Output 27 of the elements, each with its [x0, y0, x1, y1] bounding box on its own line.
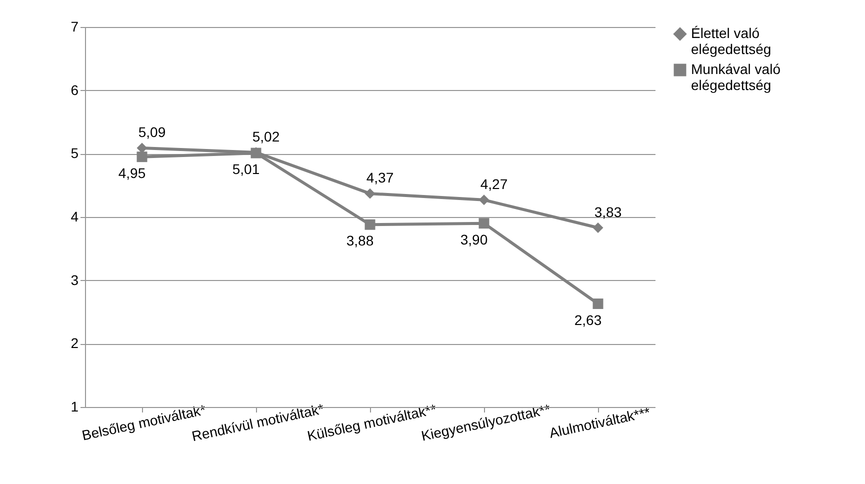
point: [136, 142, 148, 154]
data-label: 3,88: [346, 232, 374, 249]
data-label: 4,37: [366, 170, 394, 186]
y-tick-label: 7: [70, 18, 79, 34]
point: [592, 222, 604, 234]
data-label: 4,95: [118, 164, 146, 181]
point: [478, 218, 490, 229]
data-label: 5,02: [252, 128, 280, 144]
data-label: 4,27: [480, 176, 508, 192]
point: [364, 219, 376, 230]
y-tick-label: 1: [70, 398, 79, 414]
y-tick-label: 2: [70, 335, 79, 352]
data-label: 3,90: [460, 231, 488, 248]
data-label: 5,09: [138, 124, 166, 140]
y-tick-label: 5: [70, 145, 79, 162]
point: [478, 194, 490, 206]
legend-label: Munkával való elégedettség: [691, 61, 781, 93]
y-tick-label: 6: [70, 82, 79, 98]
data-label: 2,63: [574, 312, 602, 328]
point: [136, 152, 148, 162]
y-tick-label: 4: [70, 208, 79, 224]
point: [364, 188, 376, 199]
point: [592, 298, 604, 310]
legend-label: Élettel való elégedettség: [691, 25, 772, 57]
data-label: 3,83: [594, 204, 622, 220]
y-tick-label: 3: [70, 272, 79, 288]
data-label: 5,01: [232, 161, 260, 178]
